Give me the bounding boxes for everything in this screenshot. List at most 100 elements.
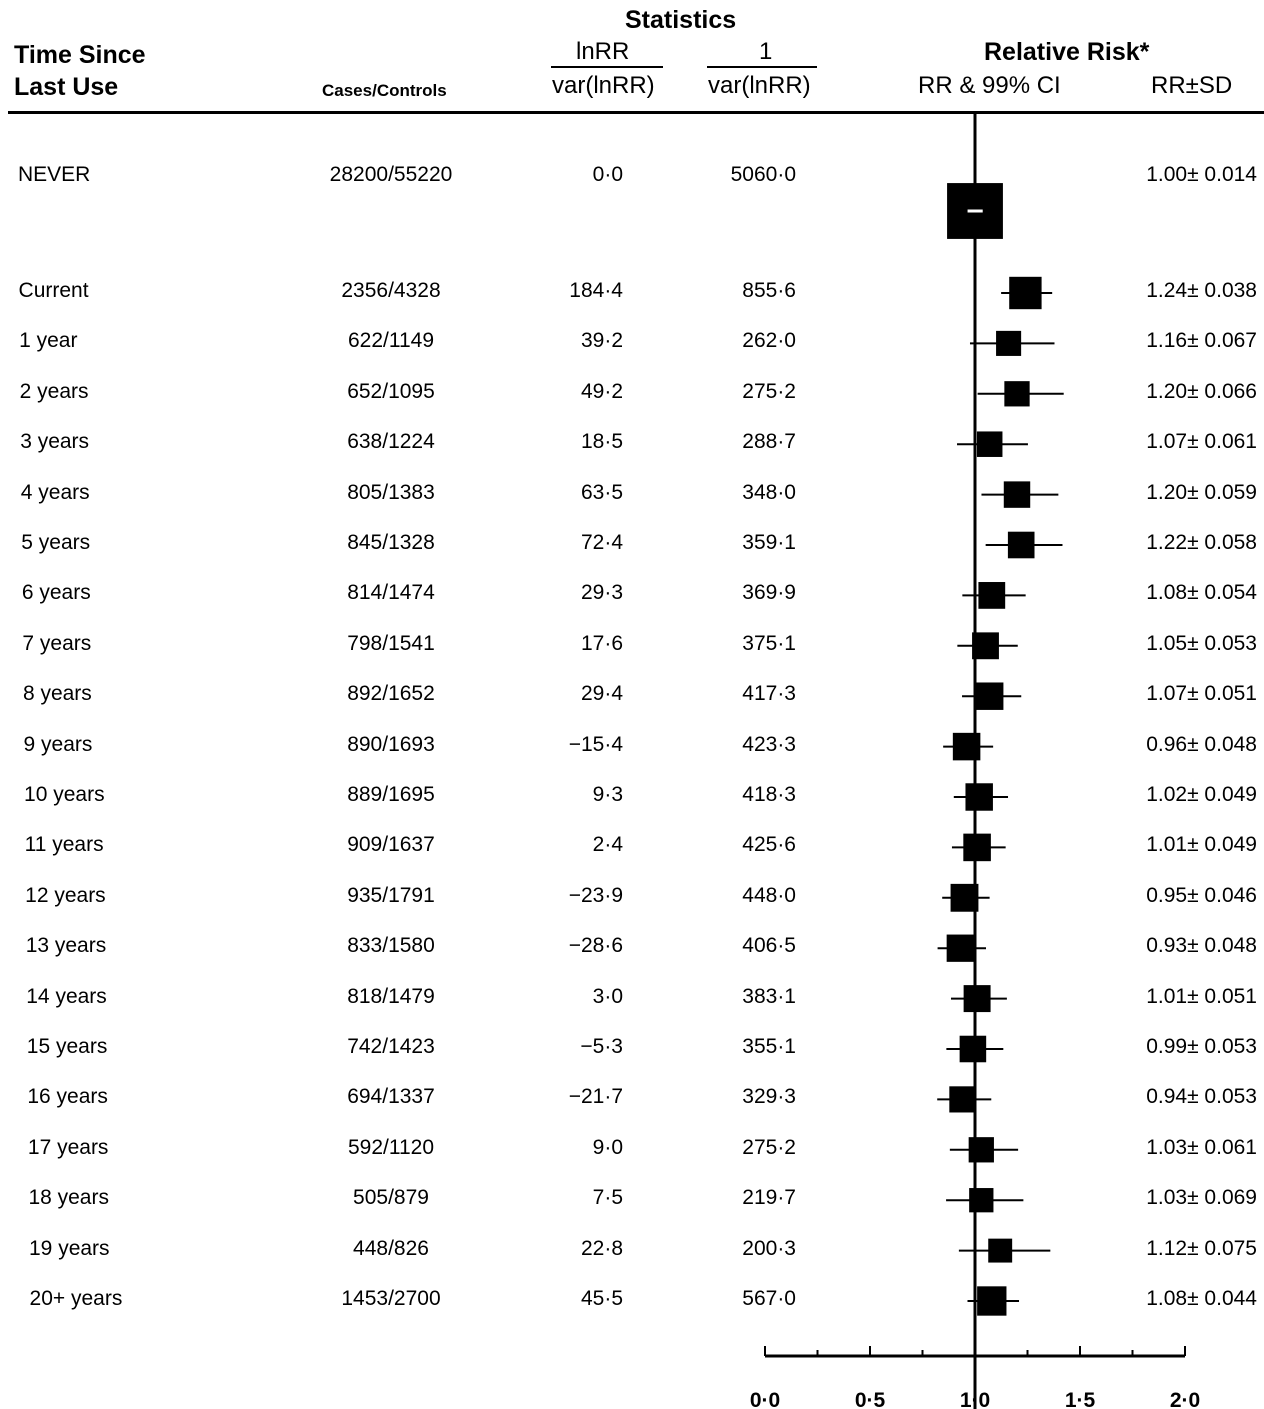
- row-rr-sd: 1.22± 0.058: [1146, 531, 1257, 554]
- row-inverse-variance: 359·1: [742, 531, 796, 554]
- row-label: 5 years: [21, 531, 91, 554]
- inverse-var-fraction-bar: [707, 66, 817, 68]
- row-label: 13 years: [25, 934, 107, 958]
- row-lnrr-ratio: −15·4: [568, 732, 623, 756]
- row-inverse-variance: 448·0: [742, 883, 796, 907]
- x-tick-label: 1·0: [960, 1389, 990, 1409]
- row-lnrr-ratio: 39·2: [580, 329, 623, 353]
- row-rr-sd: 1.08± 0.054: [1146, 581, 1257, 605]
- rr-square: [950, 883, 979, 912]
- row-inverse-variance: 288·7: [742, 430, 796, 454]
- row-lnrr-ratio: −23·9: [568, 883, 623, 907]
- row-label: 14 years: [26, 984, 107, 1008]
- row-inverse-variance: 425·6: [742, 833, 796, 857]
- inverse-var-denominator-heading: var(lnRR): [708, 72, 811, 99]
- row-inverse-variance: 348·0: [742, 480, 796, 504]
- row-lnrr-ratio: 3·0: [592, 984, 623, 1008]
- row-rr-sd: 0.96± 0.048: [1146, 732, 1257, 756]
- row-rr-sd: 1.07± 0.051: [1146, 682, 1257, 706]
- row-cases-controls: 814/1474: [347, 581, 435, 605]
- rr-square: [976, 431, 1003, 457]
- row-cases-controls: 622/1149: [347, 329, 435, 353]
- lnrr-fraction-bar: [551, 66, 663, 68]
- lnrr-denominator-heading: var(lnRR): [552, 72, 655, 99]
- rr-square: [975, 682, 1004, 710]
- rr-ci-heading: RR & 99% CI: [918, 72, 1061, 99]
- row-inverse-variance: 855·6: [742, 279, 796, 302]
- row-label: 8 years: [22, 682, 92, 706]
- row-inverse-variance: 375·1: [742, 631, 796, 655]
- row-label: Current: [18, 279, 89, 302]
- row-cases-controls: 935/1791: [347, 883, 435, 907]
- row-inverse-variance: 262·0: [742, 329, 796, 353]
- row-cases-controls: 28200/55220: [329, 163, 453, 186]
- row-label: 16 years: [27, 1085, 108, 1109]
- row-lnrr-ratio: 29·3: [580, 581, 623, 605]
- lnrr-numerator-heading: lnRR: [576, 38, 630, 65]
- row-inverse-variance: 219·7: [742, 1186, 796, 1210]
- row-lnrr-ratio: 29·4: [580, 682, 623, 706]
- row-cases-controls: 592/1120: [347, 1135, 435, 1159]
- row-label: 3 years: [20, 430, 90, 454]
- row-rr-sd: 0.94± 0.053: [1146, 1085, 1257, 1109]
- row-lnrr-ratio: 2·4: [592, 833, 623, 857]
- row-inverse-variance: 423·3: [742, 732, 796, 756]
- rr-square: [977, 1286, 1007, 1316]
- rr-square: [978, 582, 1006, 609]
- statistics-heading: Statistics: [625, 6, 737, 34]
- cases-controls-heading: Cases/Controls: [322, 81, 447, 100]
- row-rr-sd: 1.05± 0.053: [1146, 631, 1257, 655]
- rr-square: [968, 1137, 994, 1163]
- row-lnrr-ratio: 184·4: [569, 279, 623, 302]
- row-label: 1 year: [19, 329, 78, 353]
- row-rr-sd: 1.12± 0.075: [1146, 1236, 1257, 1260]
- row-label: 19 years: [29, 1236, 110, 1260]
- row-rr-sd: 1.20± 0.059: [1146, 480, 1257, 504]
- time-since-heading-line1: Time Since: [14, 41, 146, 69]
- row-cases-controls: 742/1423: [347, 1035, 435, 1058]
- row-inverse-variance: 5060·0: [730, 163, 796, 186]
- row-lnrr-ratio: 9·0: [592, 1135, 623, 1159]
- row-label: 11 years: [24, 833, 104, 857]
- x-tick-label: 0·0: [750, 1389, 780, 1409]
- row-rr-sd: 1.07± 0.061: [1146, 430, 1257, 454]
- row-rr-sd: 1.24± 0.038: [1146, 279, 1257, 302]
- row-lnrr-ratio: 17·6: [580, 631, 623, 655]
- row-inverse-variance: 406·5: [742, 934, 796, 958]
- rr-square: [959, 1035, 987, 1063]
- row-cases-controls: 638/1224: [347, 430, 435, 454]
- row-rr-sd: 1.03± 0.061: [1146, 1135, 1257, 1159]
- row-cases-controls: 889/1695: [347, 783, 435, 806]
- row-lnrr-ratio: −21·7: [568, 1085, 623, 1109]
- row-inverse-variance: 418·3: [742, 783, 796, 806]
- rr-square: [988, 1238, 1013, 1263]
- row-cases-controls: 892/1652: [347, 682, 435, 706]
- row-rr-sd: 0.95± 0.046: [1146, 883, 1257, 907]
- x-tick-label: 1·5: [1065, 1389, 1096, 1409]
- rr-sd-heading: RR±SD: [1151, 72, 1233, 99]
- row-inverse-variance: 355·1: [742, 1035, 796, 1058]
- row-rr-sd: 1.08± 0.044: [1146, 1287, 1257, 1310]
- row-label: 18 years: [28, 1186, 109, 1210]
- row-label: 20+ years: [29, 1287, 123, 1310]
- row-lnrr-ratio: 0·0: [592, 163, 623, 186]
- rr-square: [1007, 531, 1035, 559]
- rr-square: [949, 1086, 976, 1113]
- row-inverse-variance: 369·9: [742, 581, 796, 605]
- rr-square: [1009, 276, 1042, 310]
- rr-square: [952, 732, 981, 761]
- row-cases-controls: 833/1580: [347, 934, 435, 958]
- row-inverse-variance: 567·0: [742, 1287, 796, 1310]
- inverse-var-numerator-heading: 1: [759, 38, 773, 65]
- row-cases-controls: 805/1383: [347, 480, 435, 504]
- row-inverse-variance: 275·2: [742, 379, 796, 403]
- row-rr-sd: 1.20± 0.066: [1146, 379, 1257, 403]
- rr-square: [1003, 481, 1031, 508]
- rr-square: [946, 934, 974, 962]
- x-tick-label: 0·5: [855, 1389, 886, 1409]
- row-label: 9 years: [23, 732, 93, 756]
- rr-square: [963, 985, 991, 1013]
- row-label: NEVER: [18, 163, 91, 186]
